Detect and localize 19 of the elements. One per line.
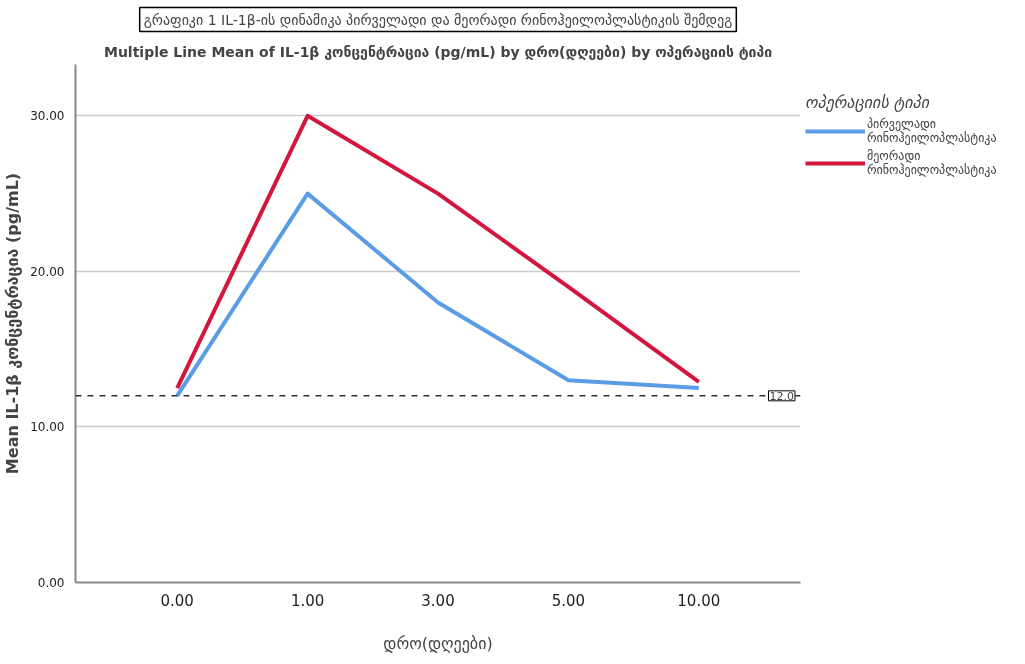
legend-label: პირველადი რინოჰეილოპლასტიკა (867, 117, 997, 145)
y-tick-label: 10.00 (30, 420, 65, 435)
x-axis-title: დრო(დღეები) (383, 633, 493, 653)
chart-subtitle: Multiple Line Mean of IL-1β კონცენტრაცია (pg/mL) by დრო(დღეები) by ოპერაციის ტიპი (103, 43, 773, 60)
y-tick-label: 0.00 (37, 576, 65, 590)
x-tick-label: 3.00 (421, 591, 455, 610)
x-tick-label: 1.00 (290, 591, 325, 610)
legend-title: ოპერაციის ტიპი (805, 93, 930, 112)
x-tick-label: 5.00 (551, 591, 586, 610)
y-tick-label: 30.00 (30, 109, 65, 124)
y-tick-label: 20.00 (30, 264, 65, 279)
y-axis-title: Mean IL-1β კონცენტრაცია (pg/mL) (3, 172, 23, 475)
line-series (175, 113, 701, 391)
line-series (175, 191, 701, 398)
x-tick-label: 10.00 (677, 591, 721, 610)
ref-line-label: 12.0 (769, 389, 794, 403)
chart-title: გრაფიკი 1 IL-1β-ის დინამიკა პირველადი და მეორადი რინოჰეილოპლასტიკის შემდეგ (143, 11, 733, 28)
x-tick-label: 0.00 (160, 591, 194, 610)
legend-label: მეორადი რინოჰეილოპლასტიკა (867, 149, 997, 177)
